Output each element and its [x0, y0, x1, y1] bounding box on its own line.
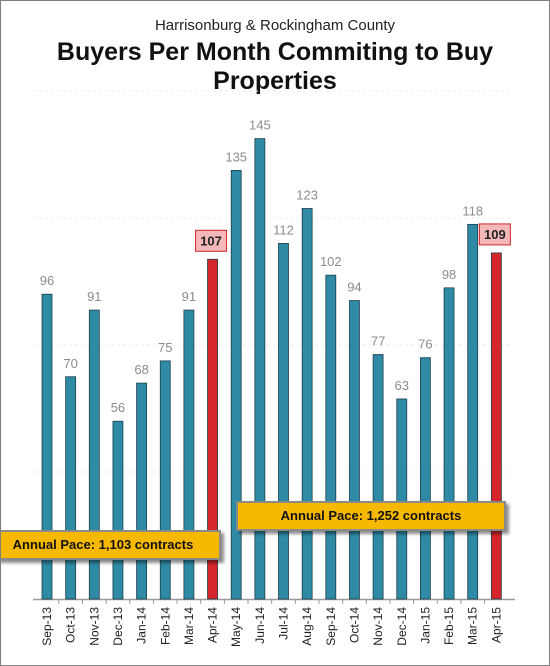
- x-tick-label: Jan-14: [135, 607, 149, 644]
- data-label: 56: [111, 400, 125, 415]
- data-label: 94: [347, 280, 361, 295]
- bar-sep-13: [41, 293, 53, 600]
- x-tick-label: Dec-13: [111, 607, 125, 646]
- bar-apr-15: [490, 252, 502, 600]
- annual-pace-2014-box: Annual Pace: 1,103 contracts: [1, 530, 221, 560]
- bar-jan-15: [419, 357, 431, 600]
- bar-mar-15: [467, 223, 479, 600]
- x-tick-label: Nov-14: [371, 607, 385, 646]
- data-label: 70: [63, 356, 77, 371]
- x-tick-label: Nov-13: [87, 607, 101, 646]
- data-label: 145: [249, 118, 271, 133]
- bar-jul-14: [278, 242, 289, 600]
- bar-apr-14: [207, 258, 218, 600]
- bar-jun-14: [254, 138, 266, 600]
- x-tick-label: Mar-15: [466, 607, 480, 645]
- data-label: 118: [462, 203, 483, 218]
- bar-dec-14: [396, 398, 408, 600]
- x-tick-label: Apr-15: [489, 607, 503, 643]
- bar-may-14: [230, 169, 242, 600]
- data-label-box: [478, 223, 511, 246]
- x-tick-label: Oct-13: [64, 607, 78, 643]
- data-label: 98: [442, 267, 456, 282]
- x-tick-label: Feb-14: [158, 607, 172, 645]
- x-tick-label: Apr-14: [206, 607, 220, 643]
- bar-jan-14: [136, 382, 148, 600]
- x-tick-label: Jul-14: [277, 607, 291, 640]
- x-tick-label: Oct-14: [347, 607, 361, 643]
- data-label: 91: [87, 289, 101, 304]
- x-tick-label: Dec-14: [395, 607, 409, 646]
- bar-feb-15: [443, 287, 455, 600]
- x-tick-label: Aug-14: [300, 607, 314, 646]
- x-tick-label: Feb-15: [442, 607, 456, 645]
- data-label: 77: [371, 334, 385, 349]
- data-label: 123: [296, 187, 318, 202]
- data-label: 135: [225, 149, 247, 164]
- annual-pace-2015-label: Annual Pace: 1,252 contracts: [280, 508, 462, 523]
- data-label: 109: [484, 227, 506, 242]
- data-label: 68: [134, 362, 148, 377]
- x-tick-label: Sep-13: [40, 607, 54, 646]
- x-tick-label: May-14: [229, 607, 243, 647]
- bar-oct-13: [65, 376, 77, 600]
- bar-dec-13: [112, 420, 124, 600]
- data-label-box: [195, 229, 228, 252]
- bar-aug-14: [301, 208, 313, 600]
- data-label: 91: [182, 289, 196, 304]
- bar-nov-13: [88, 309, 100, 600]
- bar-mar-14: [183, 309, 195, 600]
- bar-feb-14: [159, 360, 171, 600]
- annual-pace-2014-label: Annual Pace: 1,103 contracts: [12, 537, 194, 552]
- bar-oct-14: [349, 300, 360, 600]
- x-tick-label: Mar-14: [182, 607, 196, 645]
- bar-sep-14: [325, 274, 337, 600]
- data-label: 107: [200, 233, 222, 248]
- data-label: 76: [418, 337, 432, 352]
- data-label: 63: [395, 378, 409, 393]
- annual-pace-2015-box: Annual Pace: 1,252 contracts: [236, 501, 506, 531]
- data-label: 75: [158, 340, 172, 355]
- x-tick-label: Jan-15: [418, 607, 432, 644]
- x-tick-label: Sep-14: [324, 607, 338, 646]
- data-label: 102: [320, 254, 342, 269]
- bar-nov-14: [372, 354, 384, 600]
- data-label: 112: [273, 222, 294, 237]
- x-tick-label: Jun-14: [253, 607, 267, 644]
- data-label: 96: [40, 273, 54, 288]
- chart-title: Buyers Per Month Commiting to Buy Proper…: [56, 38, 494, 95]
- chart-subtitle: Harrisonburg & Rockingham County: [154, 17, 396, 34]
